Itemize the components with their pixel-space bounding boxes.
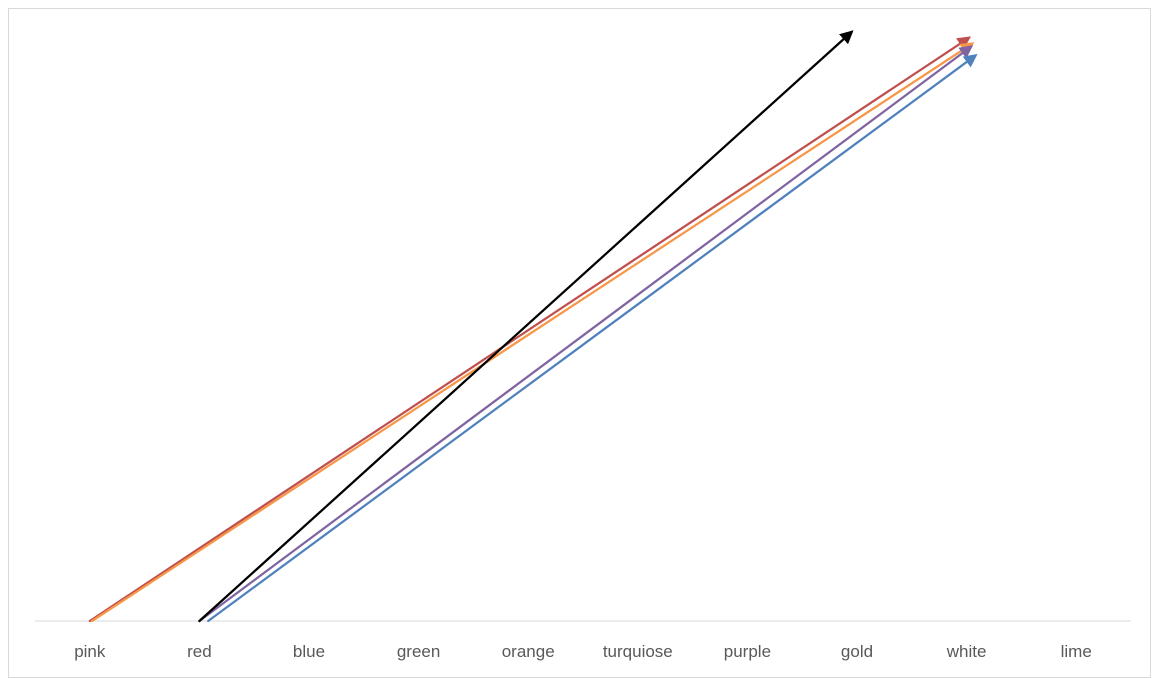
series-arrow-4	[198, 30, 854, 623]
x-tick-label-lime: lime	[1061, 642, 1092, 661]
series-arrow-1	[90, 42, 975, 623]
x-tick-label-red: red	[187, 642, 212, 661]
chart-frame	[8, 8, 1151, 678]
x-tick-label-green: green	[397, 642, 440, 661]
x-tick-label-pink: pink	[74, 642, 106, 661]
series-arrow-3	[207, 53, 978, 623]
x-tick-label-white: white	[946, 642, 987, 661]
series-layer	[88, 30, 978, 623]
x-tick-label-orange: orange	[502, 642, 555, 661]
series-arrow-2	[198, 45, 974, 623]
x-tick-label-blue: blue	[293, 642, 325, 661]
x-tick-label-turquiose: turquiose	[603, 642, 673, 661]
x-tick-label-gold: gold	[841, 642, 873, 661]
x-tick-label-purple: purple	[724, 642, 771, 661]
x-tick-labels: pink red blue green orange turquiose purple gol…	[74, 642, 1092, 661]
series-arrow-0	[88, 36, 972, 623]
